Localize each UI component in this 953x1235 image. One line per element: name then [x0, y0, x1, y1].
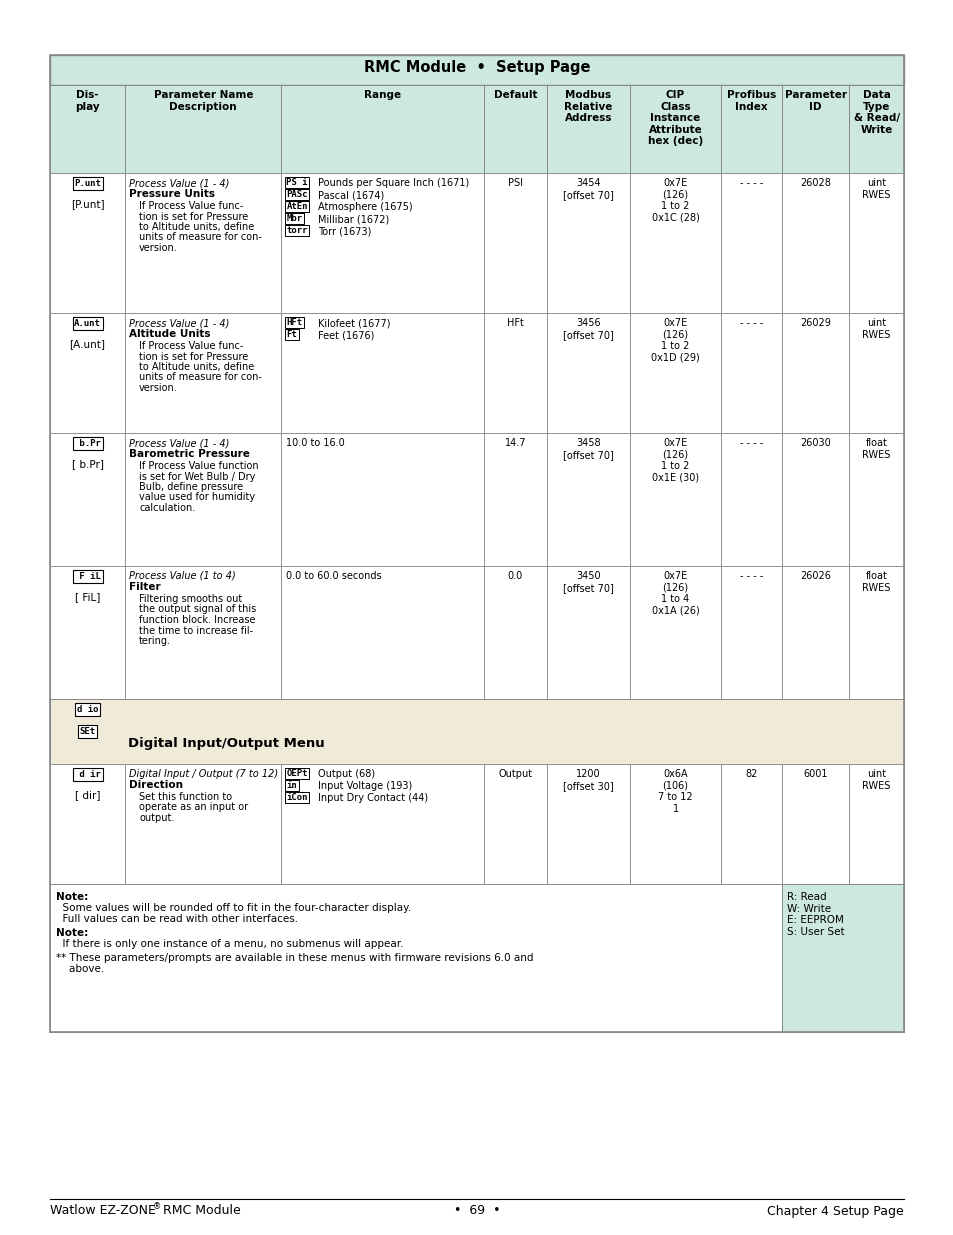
- Text: If Process Value func-: If Process Value func-: [139, 341, 243, 351]
- Text: [ FiL]: [ FiL]: [74, 592, 100, 601]
- Bar: [546, 566, 629, 699]
- Bar: [546, 173, 629, 312]
- Bar: [848, 566, 903, 699]
- Bar: [848, 173, 903, 312]
- Text: Process Value (1 - 4): Process Value (1 - 4): [129, 178, 230, 188]
- Text: - - - -: - - - -: [740, 317, 762, 329]
- Bar: [125, 433, 281, 566]
- Text: Filtering smooths out: Filtering smooths out: [139, 594, 242, 604]
- Bar: [50, 85, 125, 173]
- Text: Kilofeet (1677): Kilofeet (1677): [318, 317, 391, 329]
- Text: function block. Increase: function block. Increase: [139, 615, 255, 625]
- Bar: [50, 699, 903, 764]
- Bar: [720, 173, 781, 312]
- Text: Full values can be read with other interfaces.: Full values can be read with other inter…: [56, 914, 297, 924]
- Text: version.: version.: [139, 243, 177, 253]
- Text: calculation.: calculation.: [139, 503, 195, 513]
- Bar: [50, 764, 125, 884]
- Text: Some values will be rounded off to fit in the four-character display.: Some values will be rounded off to fit i…: [56, 903, 411, 913]
- Text: 3456
[offset 70]: 3456 [offset 70]: [562, 317, 613, 340]
- Bar: [848, 312, 903, 433]
- Text: Atmosphere (1675): Atmosphere (1675): [318, 203, 413, 212]
- Text: 0x6A
(106)
7 to 12
1: 0x6A (106) 7 to 12 1: [658, 769, 692, 814]
- Text: 3458
[offset 70]: 3458 [offset 70]: [562, 438, 613, 459]
- Bar: [629, 85, 720, 173]
- Text: the output signal of this: the output signal of this: [139, 604, 256, 615]
- Text: Input Voltage (193): Input Voltage (193): [318, 781, 413, 790]
- Text: A.unt: A.unt: [74, 319, 101, 329]
- Text: ®: ®: [152, 1203, 161, 1212]
- Text: Profibus
Index: Profibus Index: [726, 90, 776, 111]
- Text: float
RWES: float RWES: [862, 571, 890, 593]
- Bar: [483, 85, 546, 173]
- Text: Chapter 4 Setup Page: Chapter 4 Setup Page: [766, 1204, 903, 1218]
- Text: Millibar (1672): Millibar (1672): [318, 214, 389, 224]
- Text: above.: above.: [56, 965, 104, 974]
- Bar: [629, 764, 720, 884]
- Bar: [629, 312, 720, 433]
- Text: uint
RWES: uint RWES: [862, 178, 890, 200]
- Text: [A.unt]: [A.unt]: [70, 338, 106, 350]
- Bar: [781, 764, 848, 884]
- Text: SEt: SEt: [79, 727, 95, 736]
- Text: - - - -: - - - -: [740, 178, 762, 188]
- Bar: [629, 566, 720, 699]
- Text: Note:: Note:: [56, 927, 89, 939]
- Text: 26029: 26029: [800, 317, 830, 329]
- Bar: [483, 566, 546, 699]
- Text: Direction: Direction: [129, 781, 183, 790]
- Text: Torr (1673): Torr (1673): [318, 226, 372, 236]
- Bar: [848, 764, 903, 884]
- Text: AtEn: AtEn: [286, 203, 308, 211]
- Text: ** These parameters/prompts are available in these menus with firmware revisions: ** These parameters/prompts are availabl…: [56, 953, 533, 963]
- Text: Filter: Filter: [129, 582, 161, 592]
- Bar: [781, 433, 848, 566]
- Text: operate as an input or: operate as an input or: [139, 803, 248, 813]
- Text: Process Value (1 to 4): Process Value (1 to 4): [129, 571, 235, 580]
- Text: Digital Input/Output Menu: Digital Input/Output Menu: [128, 737, 325, 750]
- Bar: [629, 173, 720, 312]
- Text: the time to increase fil-: the time to increase fil-: [139, 625, 253, 636]
- Text: tering.: tering.: [139, 636, 171, 646]
- Text: Data
Type
& Read/
Write: Data Type & Read/ Write: [853, 90, 899, 135]
- Text: d ir: d ir: [74, 769, 101, 779]
- Bar: [125, 173, 281, 312]
- Text: OEPt: OEPt: [286, 769, 308, 778]
- Bar: [281, 173, 483, 312]
- Text: output.: output.: [139, 813, 174, 823]
- Text: iCon: iCon: [286, 793, 308, 802]
- Bar: [483, 433, 546, 566]
- Text: Output (68): Output (68): [318, 769, 375, 779]
- Text: PASc: PASc: [286, 190, 308, 199]
- Text: Altitude Units: Altitude Units: [129, 329, 211, 338]
- Text: Dis-
play: Dis- play: [75, 90, 100, 111]
- Text: PSI: PSI: [507, 178, 522, 188]
- Bar: [281, 85, 483, 173]
- Text: 0x7E
(126)
1 to 2
0x1E (30): 0x7E (126) 1 to 2 0x1E (30): [651, 438, 699, 483]
- Text: [ b.Pr]: [ b.Pr]: [71, 459, 104, 469]
- Text: •  69  •: • 69 •: [454, 1204, 499, 1218]
- Bar: [281, 764, 483, 884]
- Text: If Process Value function: If Process Value function: [139, 461, 258, 471]
- Text: - - - -: - - - -: [740, 571, 762, 580]
- Bar: [720, 764, 781, 884]
- Text: RMC Module  •  Setup Page: RMC Module • Setup Page: [363, 61, 590, 75]
- Text: PS i: PS i: [286, 178, 308, 186]
- Text: Input Dry Contact (44): Input Dry Contact (44): [318, 793, 428, 803]
- Bar: [50, 433, 125, 566]
- Text: version.: version.: [139, 383, 177, 393]
- Text: to Altitude units, define: to Altitude units, define: [139, 222, 254, 232]
- Text: Set this function to: Set this function to: [139, 792, 232, 802]
- Text: 0.0: 0.0: [507, 571, 522, 580]
- Bar: [781, 173, 848, 312]
- Bar: [781, 85, 848, 173]
- Text: units of measure for con-: units of measure for con-: [139, 232, 262, 242]
- Bar: [125, 312, 281, 433]
- Bar: [720, 312, 781, 433]
- Text: - - - -: - - - -: [740, 438, 762, 448]
- Bar: [125, 764, 281, 884]
- Bar: [281, 433, 483, 566]
- Text: 82: 82: [744, 769, 757, 779]
- Text: Feet (1676): Feet (1676): [318, 330, 375, 340]
- Text: 26028: 26028: [800, 178, 830, 188]
